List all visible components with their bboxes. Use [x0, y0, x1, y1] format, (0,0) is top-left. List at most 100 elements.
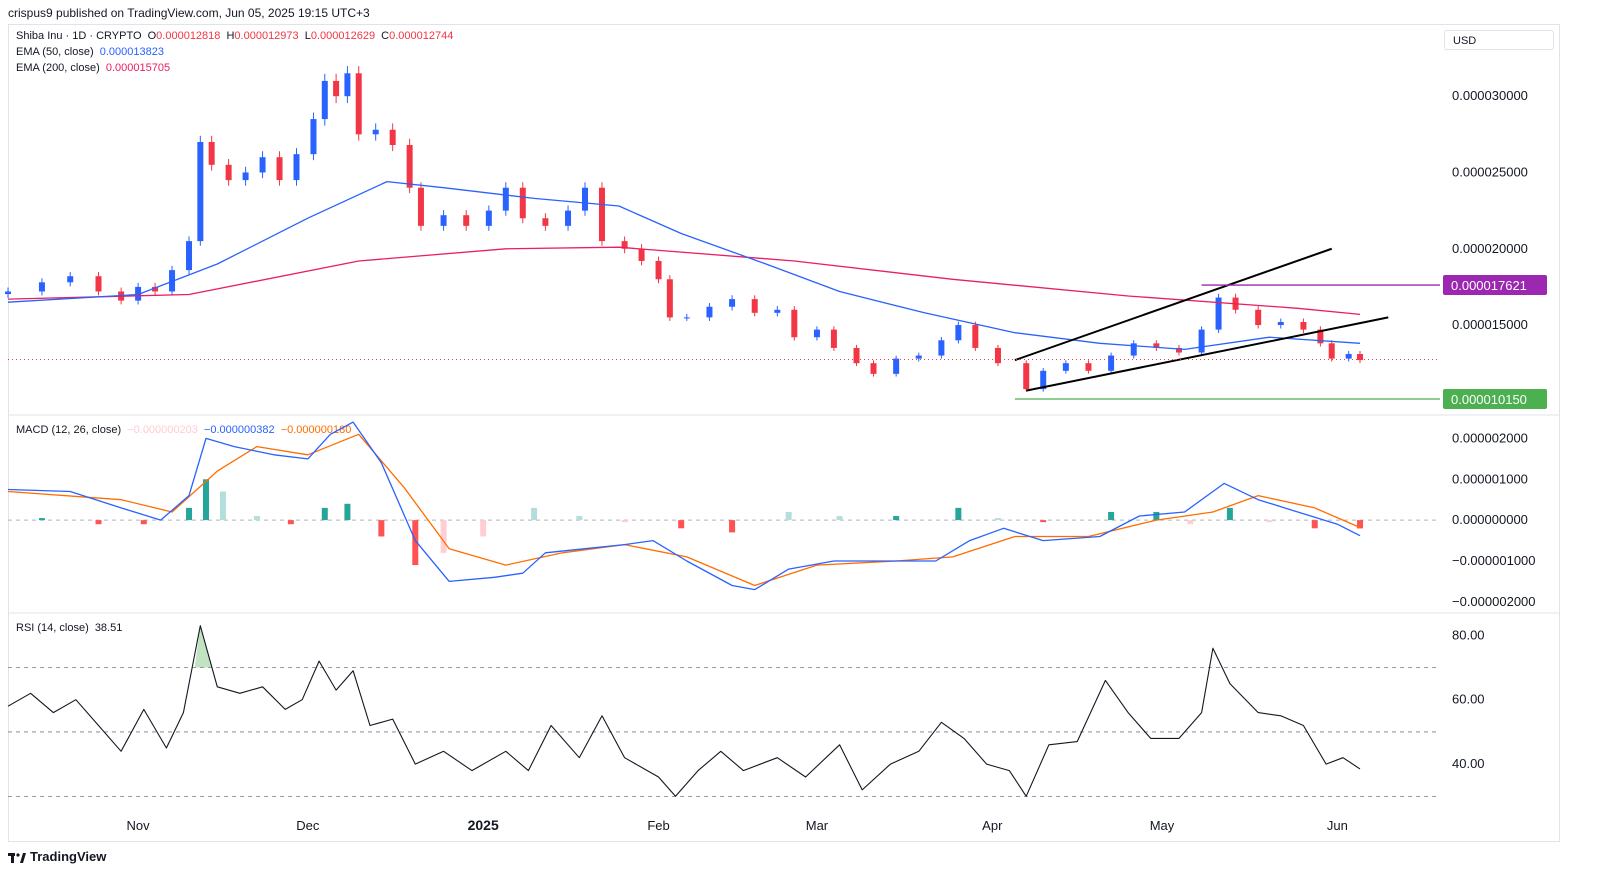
ohlc-low-value: 0.000012629: [310, 30, 376, 42]
macd-title: MACD (12, 26, close): [16, 424, 122, 436]
ema50-line: [7, 180, 1361, 351]
time-axis-tick-label: 2025: [468, 817, 499, 833]
candle-body: [440, 215, 447, 226]
symbol-label: Shiba Inu · 1D · CRYPTO: [16, 30, 142, 42]
price-axis-tick-label: 0.000025000: [1452, 164, 1528, 179]
candle-body: [1108, 355, 1115, 371]
candle-body: [1062, 363, 1069, 371]
candle-body: [242, 172, 249, 181]
candle-body: [293, 154, 300, 181]
time-axis-tick-label: Nov: [127, 818, 151, 833]
ohlc-open-label: O: [147, 30, 157, 42]
macd-histogram-bar: [836, 516, 843, 521]
macd-histogram-bar: [1357, 520, 1363, 529]
ema200-name: EMA (200, close): [16, 62, 100, 74]
macd-histogram-bar: [480, 520, 487, 537]
ohlc-close-label: C: [381, 30, 390, 42]
candle-body: [355, 73, 362, 135]
macd-histogram-bar: [1311, 520, 1318, 529]
macd-axis-tick-label: 0.000000000: [1452, 512, 1528, 527]
rsi-axis-tick-label: 40.00: [1452, 756, 1485, 771]
macd-histogram-bar: [287, 520, 294, 525]
candle-body: [344, 73, 351, 97]
candle-body: [598, 187, 605, 242]
price-axis-tick-label: 0.000030000: [1452, 88, 1528, 103]
macd-line: [7, 421, 1361, 591]
macd-histogram-bar: [729, 520, 736, 533]
candle-body: [152, 286, 159, 292]
macd-histogram-bar: [1266, 520, 1273, 523]
price-axis-tick-label: 0.000020000: [1452, 241, 1528, 256]
price-axis-tick-label: 0.000015000: [1452, 317, 1528, 332]
candle-body: [1317, 329, 1324, 344]
macd-histogram-bar: [253, 516, 260, 521]
macd-histogram-bar: [440, 520, 447, 553]
macd-histogram-bar: [1187, 520, 1194, 525]
candle-body: [519, 187, 526, 219]
ohlc-high-label: H: [226, 30, 235, 42]
tradingview-logo[interactable]: TradingView: [8, 849, 106, 864]
candle-body: [666, 279, 673, 318]
rsi-value: 38.51: [94, 622, 123, 634]
candle-body: [1130, 343, 1137, 356]
macd-histogram-bar: [893, 516, 900, 521]
candle-body: [813, 329, 820, 338]
candle-body: [565, 210, 572, 226]
candle-body: [683, 317, 690, 319]
candle-body: [463, 215, 470, 226]
macd-histogram-bar: [38, 518, 45, 521]
ema200-value: 0.000015705: [105, 62, 171, 74]
ema50-name: EMA (50, close): [16, 46, 94, 58]
macd-histogram-bar: [412, 520, 419, 566]
ema200-line: [7, 246, 1361, 316]
candle-body: [791, 309, 798, 338]
macd-histogram-bar: [1153, 511, 1160, 521]
candle-body: [67, 276, 74, 283]
time-axis-tick-label: Apr: [982, 818, 1003, 833]
candle-body: [197, 141, 204, 242]
macd-histogram-bar: [531, 507, 538, 521]
ohlc-high-value: 0.000012973: [234, 30, 299, 42]
candle-body: [1153, 343, 1160, 348]
candle-body: [502, 187, 509, 211]
candle-body: [406, 145, 413, 188]
candle-body: [774, 309, 781, 313]
currency-selector[interactable]: USD: [1444, 30, 1554, 50]
candle-body: [893, 358, 900, 374]
candle-body: [915, 355, 922, 359]
candle-body: [729, 299, 736, 307]
rsi-overbought-fill: [194, 625, 212, 668]
time-axis-tick-label: Jun: [1327, 818, 1348, 833]
candle-body: [638, 248, 645, 261]
ema200-legend: EMA (200, close) 0.000015705: [16, 62, 173, 74]
macd-histogram-bar: [186, 507, 193, 521]
candle-body: [1175, 347, 1182, 353]
candle-body: [1085, 363, 1092, 371]
macd-histogram-bar: [202, 479, 209, 521]
support-price-label: 0.000010150: [1451, 392, 1527, 407]
time-axis-tick-label: May: [1150, 818, 1175, 833]
candle-body: [333, 80, 340, 97]
macd-histogram-bar: [1108, 511, 1115, 521]
candle-body: [186, 241, 193, 271]
candle-body: [5, 291, 11, 295]
macd-histogram-bar: [344, 503, 351, 521]
upper-wedge-line: [1014, 247, 1333, 362]
rsi-line: [7, 625, 1361, 797]
candle-body: [321, 80, 328, 120]
macd-histogram-bar: [219, 491, 226, 521]
macd-histogram-bar: [994, 518, 1001, 521]
candle-body: [582, 187, 589, 211]
macd-signal-line: [7, 433, 1361, 587]
candle-body: [655, 260, 662, 280]
time-axis-tick-label: Dec: [296, 818, 320, 833]
candle-body: [938, 340, 945, 356]
candle-body: [955, 325, 962, 341]
candle-body: [1040, 370, 1047, 390]
ema50-legend: EMA (50, close) 0.000013823: [16, 46, 167, 58]
candle-body: [417, 187, 424, 226]
candle-body: [485, 210, 492, 226]
candle-body: [853, 347, 860, 364]
price-legend: Shiba Inu · 1D · CRYPTO O0.000012818 H0.…: [16, 30, 456, 42]
